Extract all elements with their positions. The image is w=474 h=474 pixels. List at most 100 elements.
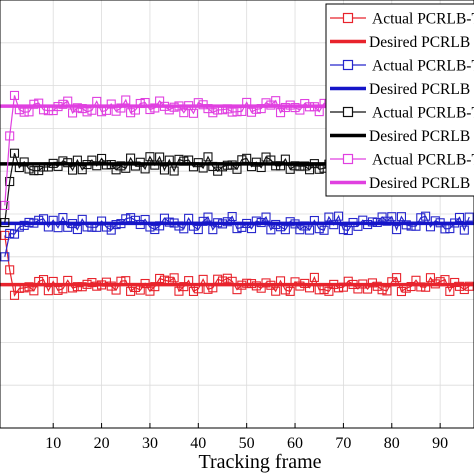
data-point (309, 272, 319, 282)
x-tick-label: 80 (384, 435, 400, 452)
legend-entry: Actual PCRLB-T (330, 152, 474, 169)
data-point (0, 252, 10, 262)
data-point (319, 225, 329, 235)
data-point (208, 108, 218, 118)
legend-label: Desired PCRLB (369, 128, 470, 145)
data-point (392, 225, 402, 235)
legend-marker (342, 106, 354, 118)
data-point (227, 211, 237, 222)
data-point (29, 286, 39, 296)
data-point (5, 131, 15, 141)
data-point (0, 200, 10, 210)
series-1 (0, 230, 474, 300)
data-point (106, 225, 116, 235)
data-point (285, 286, 295, 296)
data-point (169, 166, 179, 176)
data-point (464, 212, 474, 222)
x-axis: 10 20 30 40 50 60 70 80 90 (45, 423, 448, 452)
series-3 (0, 211, 474, 262)
legend-entry: Desired PCRLB (330, 128, 470, 145)
actual-line (4, 214, 470, 257)
data-point (305, 225, 315, 235)
legend-label: Actual PCRLB-T (372, 105, 474, 122)
data-point (72, 224, 82, 235)
data-point (19, 107, 29, 117)
data-point (53, 285, 63, 295)
data-point (188, 108, 199, 118)
data-point (145, 152, 155, 162)
data-point (155, 152, 165, 162)
data-point (43, 286, 53, 296)
data-point (126, 108, 136, 118)
data-point (121, 95, 131, 105)
data-point (271, 161, 281, 171)
data-point (425, 273, 436, 283)
data-point (5, 265, 15, 275)
data-point (169, 273, 179, 283)
data-point (421, 211, 431, 221)
legend-entry: Desired PCRLB (330, 81, 470, 98)
data-point (155, 273, 165, 283)
data-point (275, 108, 286, 118)
data-point (222, 273, 232, 283)
data-point (19, 220, 29, 230)
data-point (324, 212, 334, 222)
data-point (338, 225, 348, 235)
data-point (305, 165, 315, 175)
data-point (334, 211, 344, 221)
plot-frame (0, 0, 474, 429)
data-point (343, 225, 353, 236)
legend-label: Actual PCRLB-T (372, 152, 474, 169)
data-point (9, 148, 20, 158)
data-point (68, 165, 78, 175)
data-point (5, 228, 15, 238)
legend-label: Actual PCRLB-T (372, 58, 474, 75)
data-point (406, 281, 416, 292)
legend-entry: Actual PCRLB-T (330, 11, 474, 28)
data-point (68, 108, 78, 118)
data-point (0, 218, 10, 228)
legend-label: Desired PCRLB (369, 175, 470, 192)
data-point (179, 108, 189, 118)
data-point (9, 90, 20, 100)
data-point (271, 286, 281, 296)
data-point (188, 286, 199, 296)
data-point (266, 225, 276, 235)
data-point (174, 286, 184, 296)
data-point (126, 213, 136, 223)
data-point (92, 161, 102, 171)
data-point (72, 282, 82, 292)
plot-series (0, 90, 474, 300)
data-point (116, 161, 126, 171)
data-point (29, 99, 39, 109)
data-point (227, 107, 237, 117)
x-tick-label: 50 (239, 435, 255, 452)
data-point (126, 153, 136, 163)
data-point (324, 286, 334, 296)
data-point (275, 161, 286, 171)
legend-entry: Actual PCRLB-T (330, 58, 474, 75)
data-point (116, 103, 126, 113)
x-tick-label: 40 (190, 435, 206, 452)
data-point (454, 212, 465, 222)
legend-marker (342, 59, 354, 71)
x-tick-label: 70 (335, 435, 351, 452)
data-point (387, 212, 397, 222)
data-point (203, 212, 213, 222)
data-point (106, 99, 116, 109)
data-point (19, 157, 29, 167)
x-tick-label: 10 (45, 435, 61, 452)
data-point (77, 282, 87, 292)
data-point (261, 152, 271, 162)
actual-line (4, 235, 470, 297)
data-point (392, 273, 402, 283)
legend-marker (342, 12, 354, 24)
legend: Actual PCRLB-T Desired PCRLB Actual PCRLB-… (325, 3, 474, 197)
data-point (290, 161, 300, 171)
data-point (9, 229, 20, 239)
data-point (459, 225, 469, 235)
data-point (246, 107, 257, 117)
legend-entry: Actual PCRLB-T (330, 105, 474, 122)
data-point (396, 212, 406, 222)
data-point (159, 165, 169, 175)
